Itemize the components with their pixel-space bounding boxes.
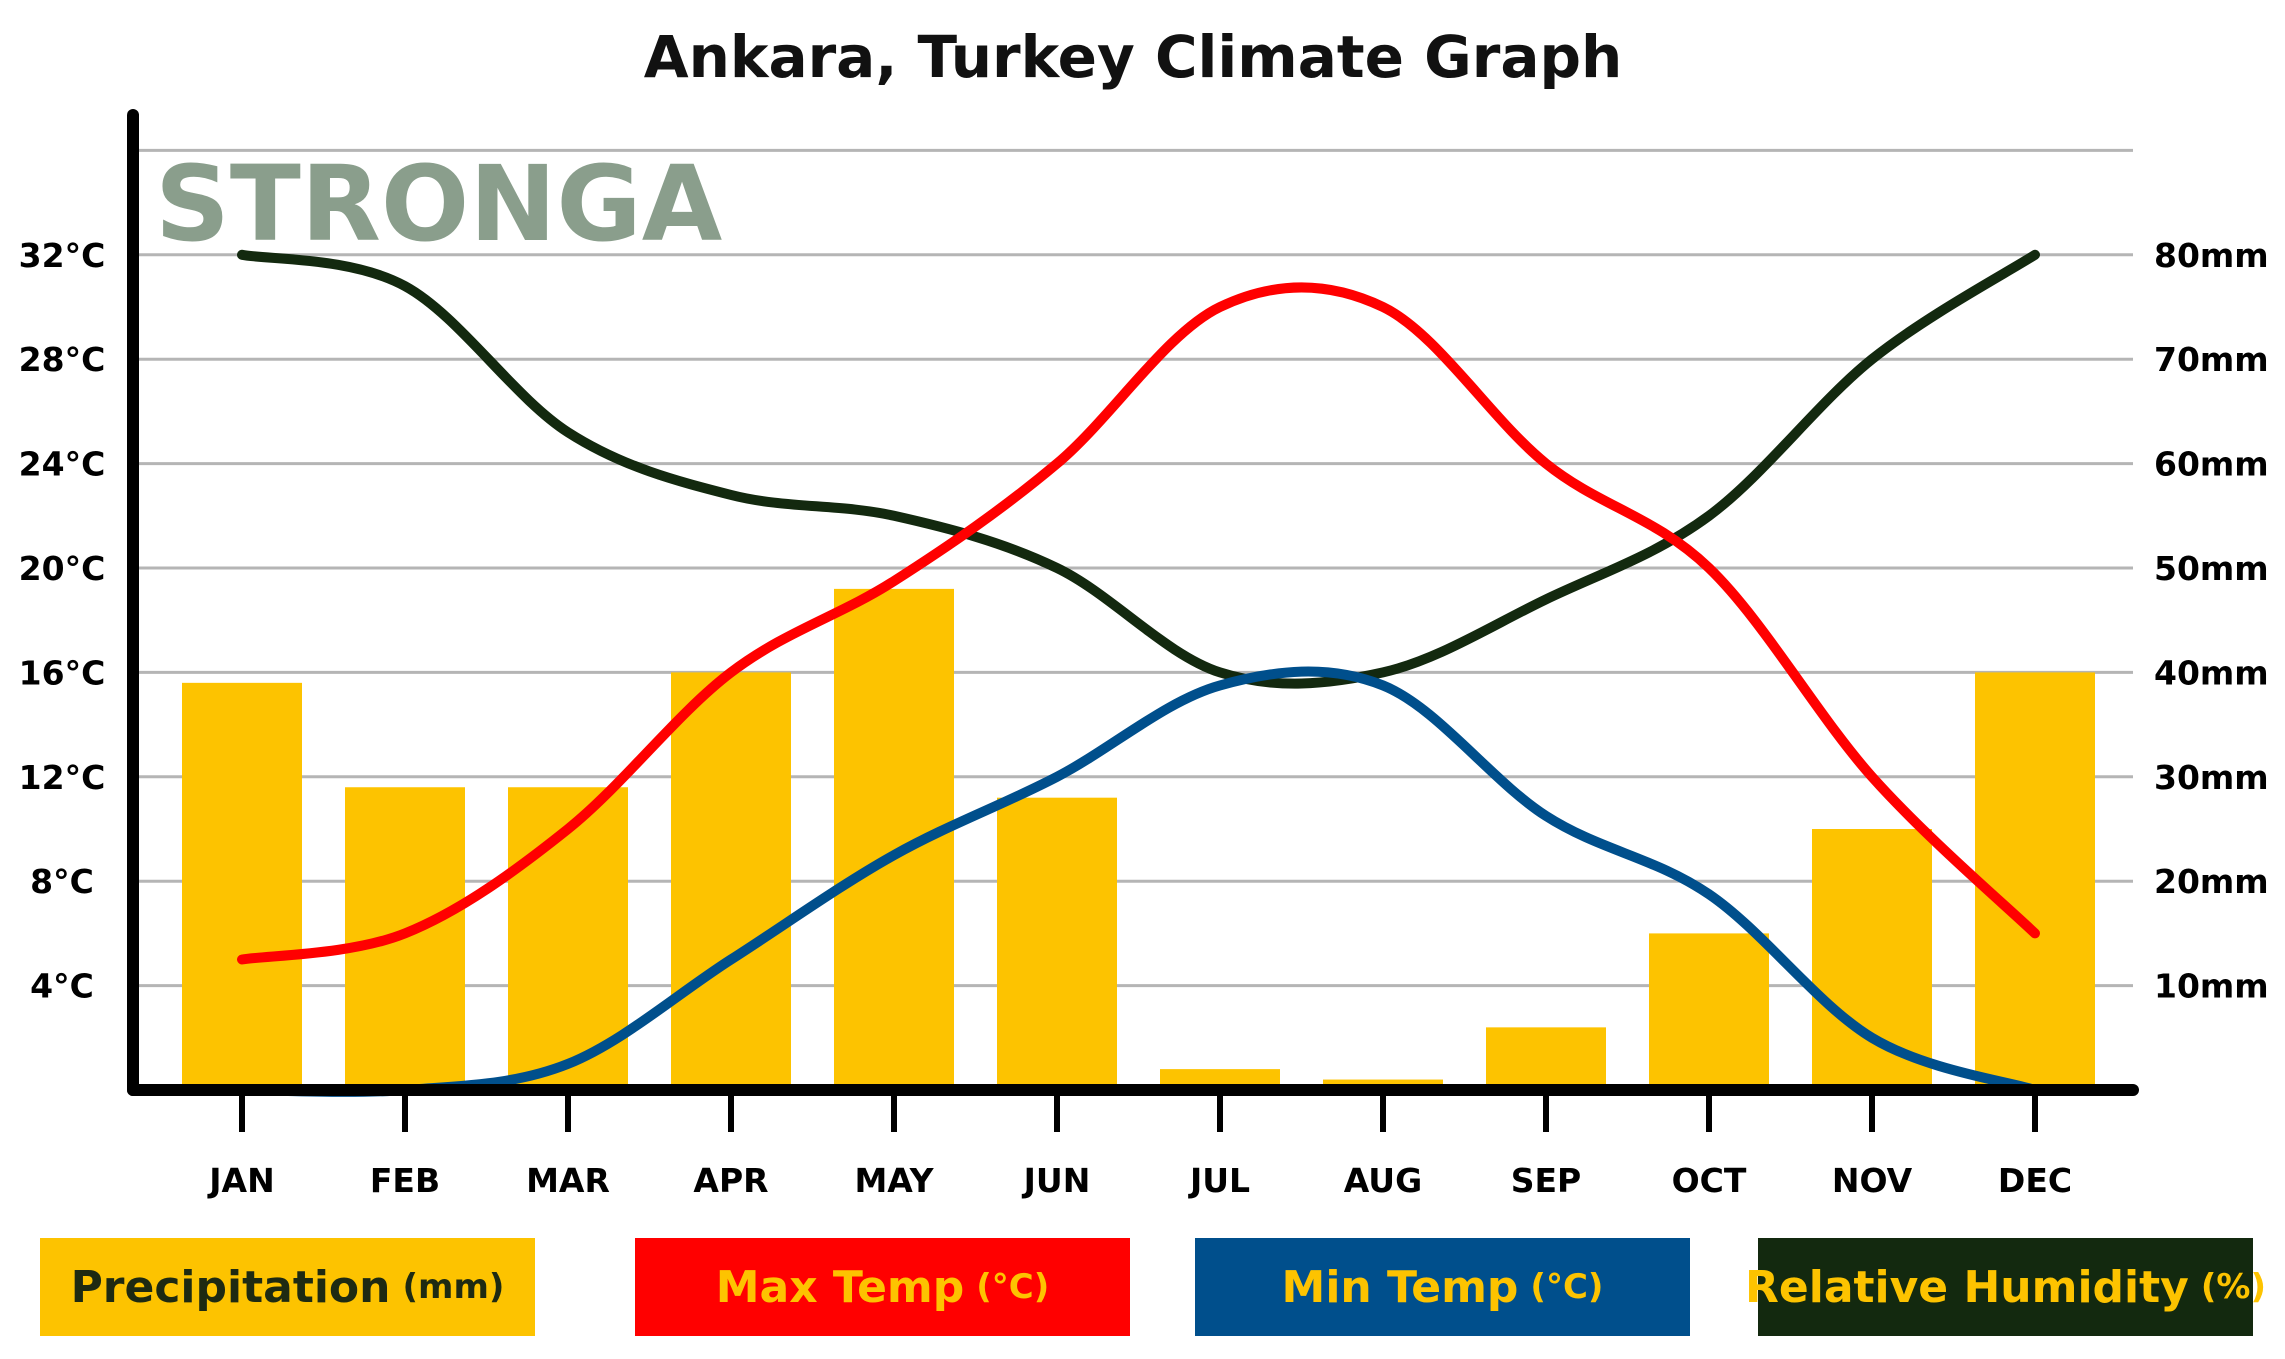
x-tick-label: NOV [1832, 1161, 1913, 1200]
x-tick-label: MAR [526, 1161, 610, 1200]
y-left-tick-label: 24°C [19, 445, 106, 484]
legend-unit: (°C) [1530, 1267, 1604, 1307]
bar-dec [1975, 672, 2095, 1090]
axes [127, 109, 2139, 1132]
gridlines [133, 148, 2133, 988]
legend-label: Max Temp [715, 1261, 965, 1313]
y-right-tick-label: 60mm [2154, 445, 2269, 484]
y-left-tick-label: 4°C [30, 967, 94, 1006]
bar-jun [997, 797, 1117, 1090]
line-min-temp [237, 666, 2040, 1097]
legend-unit: (%) [2200, 1267, 2266, 1307]
legend-label: Relative Humidity [1745, 1261, 2189, 1313]
x-tick-label: FEB [370, 1161, 440, 1200]
y-left-tick-label: 8°C [30, 862, 94, 901]
y-right-tick-label: 10mm [2154, 967, 2269, 1006]
x-tick-label: OCT [1672, 1161, 1747, 1200]
legend-max-temp: Max Temp (°C) [635, 1238, 1130, 1336]
x-tick-label: JUL [1188, 1161, 1250, 1200]
bar-apr [671, 672, 791, 1090]
line-relative-humidity [237, 249, 2040, 689]
legend-label: Min Temp [1281, 1261, 1519, 1313]
y-right-tick-label: 30mm [2154, 758, 2269, 797]
x-tick-label: JUN [1022, 1161, 1091, 1200]
watermark-logo: STRONGA [155, 143, 722, 265]
precipitation-bars [182, 588, 2095, 1090]
y-right-tick-label: 50mm [2154, 549, 2269, 588]
series-lines [237, 249, 2040, 1097]
x-tick-label: AUG [1344, 1161, 1422, 1200]
y-right-tick-label: 40mm [2154, 653, 2269, 692]
y-left-tick-label: 32°C [19, 236, 106, 275]
bar-may [834, 588, 954, 1090]
x-tick-label: MAY [854, 1161, 934, 1200]
y-right-tick-label: 70mm [2154, 340, 2269, 379]
y-left-tick-label: 20°C [19, 549, 106, 588]
x-tick-label: DEC [1998, 1161, 2072, 1200]
line-max-temp [237, 282, 2040, 965]
legend-precipitation: Precipitation (mm) [40, 1238, 535, 1336]
y-left-tick-label: 16°C [19, 653, 106, 692]
bar-jan [182, 682, 302, 1090]
bar-oct [1649, 933, 1769, 1090]
legend-unit: (°C) [976, 1267, 1050, 1307]
legend-unit: (mm) [402, 1267, 505, 1307]
y-right-tick-label: 20mm [2154, 862, 2269, 901]
y-left-tick-label: 28°C [19, 340, 106, 379]
legend-label: Precipitation [70, 1261, 391, 1313]
y-left-tick-label: 12°C [19, 758, 106, 797]
legend-min-temp: Min Temp (°C) [1195, 1238, 1690, 1336]
x-tick-label: SEP [1511, 1161, 1582, 1200]
tick-labels: JAN FEB MAR APR MAY JUN JUL AUG SEP OCT NOV DEC 4°C 8… [19, 236, 2269, 1200]
legend-relative-humidity: Relative Humidity (%) [1745, 1238, 2266, 1336]
x-tick-label: JAN [207, 1161, 274, 1200]
x-tick-label: APR [693, 1161, 768, 1200]
bar-sep [1486, 1027, 1606, 1090]
chart-title: Ankara, Turkey Climate Graph [644, 23, 1623, 91]
bar-nov [1812, 829, 1932, 1090]
y-right-tick-label: 80mm [2154, 236, 2269, 275]
